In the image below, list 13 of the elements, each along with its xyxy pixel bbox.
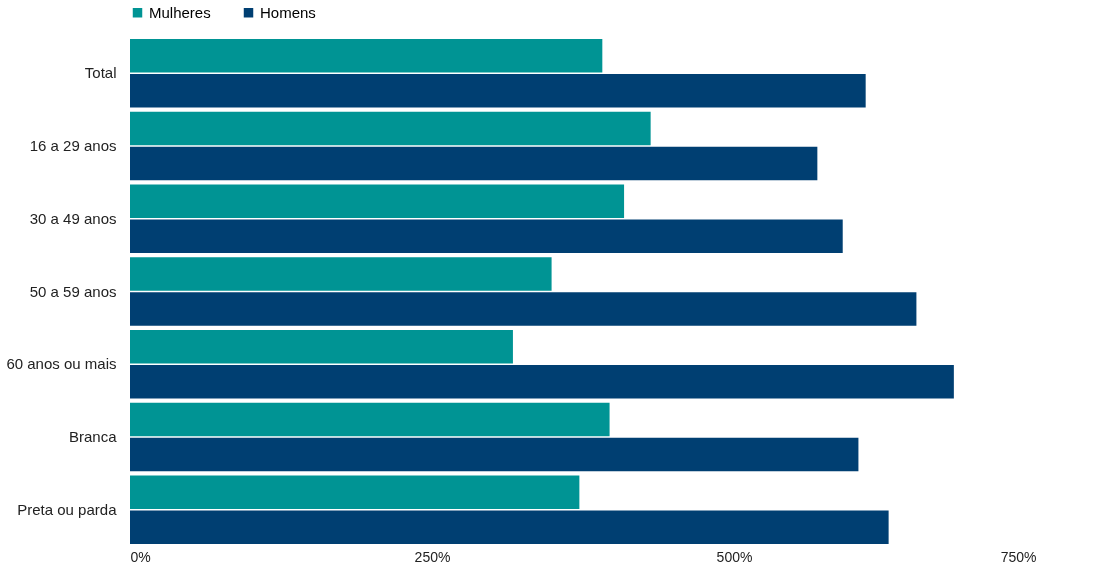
y-tick-label: Total (84, 64, 117, 82)
y-tick-label: 30 a 49 anos (29, 209, 117, 227)
x-tick-label: 250% (414, 548, 451, 565)
y-tick-label: Preta ou parda (17, 500, 118, 518)
x-tick-label: 500% (716, 548, 753, 565)
y-tick-label: 16 a 29 anos (29, 136, 117, 154)
y-tick-label: 50 a 59 anos (29, 282, 117, 300)
y-tick-label: 60 anos ou mais (6, 355, 117, 373)
y-tick-label: Branca (68, 428, 118, 446)
x-tick-label: 750% (1000, 548, 1037, 565)
legend-label: Homens (260, 3, 316, 21)
x-tick-label: 0% (130, 548, 151, 565)
legend-label: Mulheres (149, 3, 211, 21)
